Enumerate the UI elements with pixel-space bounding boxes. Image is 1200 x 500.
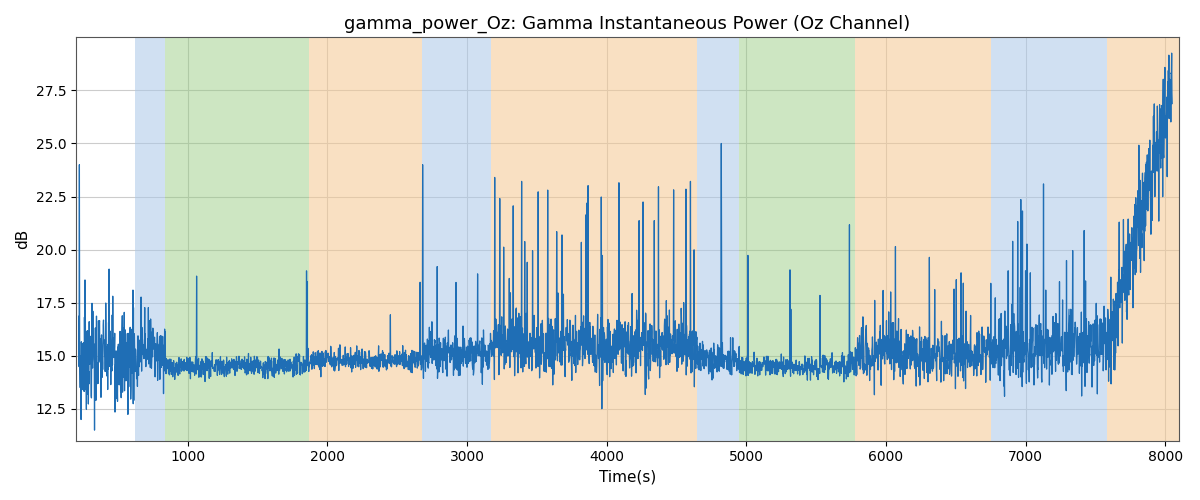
X-axis label: Time(s): Time(s) xyxy=(599,470,656,485)
Bar xyxy=(166,38,310,440)
Bar xyxy=(856,38,991,440)
Bar xyxy=(739,38,856,440)
Bar xyxy=(1106,38,1180,440)
Bar xyxy=(310,38,422,440)
Bar xyxy=(491,38,697,440)
Y-axis label: dB: dB xyxy=(14,229,30,249)
Bar xyxy=(697,38,739,440)
Bar xyxy=(991,38,1106,440)
Bar xyxy=(134,38,166,440)
Title: gamma_power_Oz: Gamma Instantaneous Power (Oz Channel): gamma_power_Oz: Gamma Instantaneous Powe… xyxy=(344,15,911,34)
Bar xyxy=(422,38,491,440)
